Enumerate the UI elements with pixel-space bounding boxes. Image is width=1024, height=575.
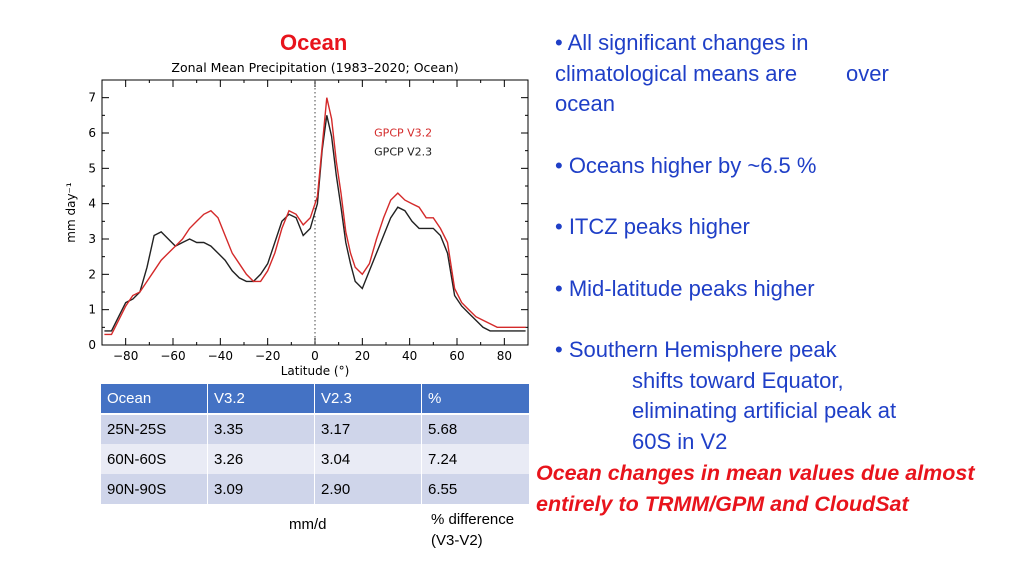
x-tick-label: 40	[402, 349, 417, 363]
table-cell: 7.24	[421, 444, 529, 474]
chart-title: Zonal Mean Precipitation (1983–2020; Oce…	[171, 60, 458, 75]
bullet-3: • ITCZ peaks higher	[555, 214, 750, 239]
table-cell: 6.55	[421, 474, 529, 504]
percent-note-line-1: % difference	[431, 511, 515, 528]
x-tick-label: 20	[355, 349, 370, 363]
bullet-1-line-1: • All significant changes in	[555, 30, 809, 55]
bullet-4: • Mid-latitude peaks higher	[555, 275, 815, 301]
x-tick-label: 60	[449, 349, 464, 363]
percent-note-line-2: (V3-V2)	[431, 532, 483, 549]
y-tick-label: 4	[88, 197, 96, 211]
bullet-5-line-4: 60S in V2	[632, 428, 728, 454]
percent-difference-note: % difference (V3-V2)	[431, 509, 514, 551]
table-header-row: Ocean V3.2 V2.3 %	[100, 384, 529, 415]
y-tick-label: 5	[88, 161, 96, 175]
table-row: 60N-60S 3.26 3.04 7.24	[100, 444, 529, 474]
bullet-2: • Oceans higher by ~6.5 %	[555, 152, 817, 178]
bullet-5-line-3: eliminating artificial peak at	[632, 398, 897, 423]
table-row: 25N-25S 3.35 3.17 5.68	[100, 414, 529, 444]
legend-entry: GPCP V2.3	[374, 146, 432, 159]
table-cell: 3.04	[314, 444, 422, 474]
bullet-5-line-2: shifts toward Equator,	[632, 367, 844, 393]
y-axis-label: mm day⁻¹	[64, 182, 78, 243]
y-tick-label: 0	[88, 338, 96, 352]
slide-heading: Ocean	[280, 30, 348, 55]
x-tick-label: −60	[160, 349, 185, 363]
table-header-cell: %	[421, 384, 529, 415]
conclusion-line-1: Ocean changes in mean values due almost	[536, 461, 975, 485]
legend-entry: GPCP V3.2	[374, 127, 432, 140]
table-cell: 3.26	[207, 444, 315, 474]
table-cell: 2.90	[314, 474, 422, 504]
bullet-1-line-3: ocean	[555, 91, 615, 116]
table-header-cell: V2.3	[314, 384, 422, 415]
table-header-cell: V3.2	[207, 384, 315, 415]
units-note: mm/d	[289, 516, 327, 533]
table-cell: 3.17	[314, 414, 422, 444]
table-cell: 60N-60S	[100, 444, 208, 474]
y-tick-label: 2	[88, 267, 96, 281]
table-row: 90N-90S 3.09 2.90 6.55	[100, 474, 529, 504]
conclusion-text: Ocean changes in mean values due almost …	[536, 458, 975, 520]
bullet-list: • All significant changes in climatologi…	[555, 28, 896, 457]
series-line-gpcp-v3-2	[104, 97, 526, 336]
y-tick-label: 7	[88, 91, 96, 105]
table-cell: 90N-90S	[100, 474, 208, 504]
x-axis-label: Latitude (°)	[281, 364, 350, 378]
table-cell: 5.68	[421, 414, 529, 444]
series-line-gpcp-v2-3	[104, 115, 526, 332]
conclusion-line-2: entirely to TRMM/GPM and CloudSat	[536, 492, 909, 516]
mean-precip-table: Ocean V3.2 V2.3 % 25N-25S 3.35 3.17 5.68…	[100, 384, 529, 504]
y-tick-label: 3	[88, 232, 96, 246]
y-tick-label: 1	[88, 303, 96, 317]
x-tick-label: −40	[208, 349, 233, 363]
x-tick-label: 0	[311, 349, 319, 363]
y-tick-label: 6	[88, 126, 96, 140]
table-cell: 3.09	[207, 474, 315, 504]
x-tick-label: −80	[113, 349, 138, 363]
x-tick-label: −20	[255, 349, 280, 363]
zonal-mean-precip-chart: Zonal Mean Precipitation (1983–2020; Oce…	[64, 60, 529, 378]
table-cell: 3.35	[207, 414, 315, 444]
table-header-cell: Ocean	[100, 384, 208, 415]
x-tick-label: 80	[497, 349, 512, 363]
bullet-1-line-2: climatological means are over	[555, 60, 889, 86]
bullet-5-line-1: • Southern Hemisphere peak	[555, 337, 837, 362]
table-cell: 25N-25S	[100, 414, 208, 444]
